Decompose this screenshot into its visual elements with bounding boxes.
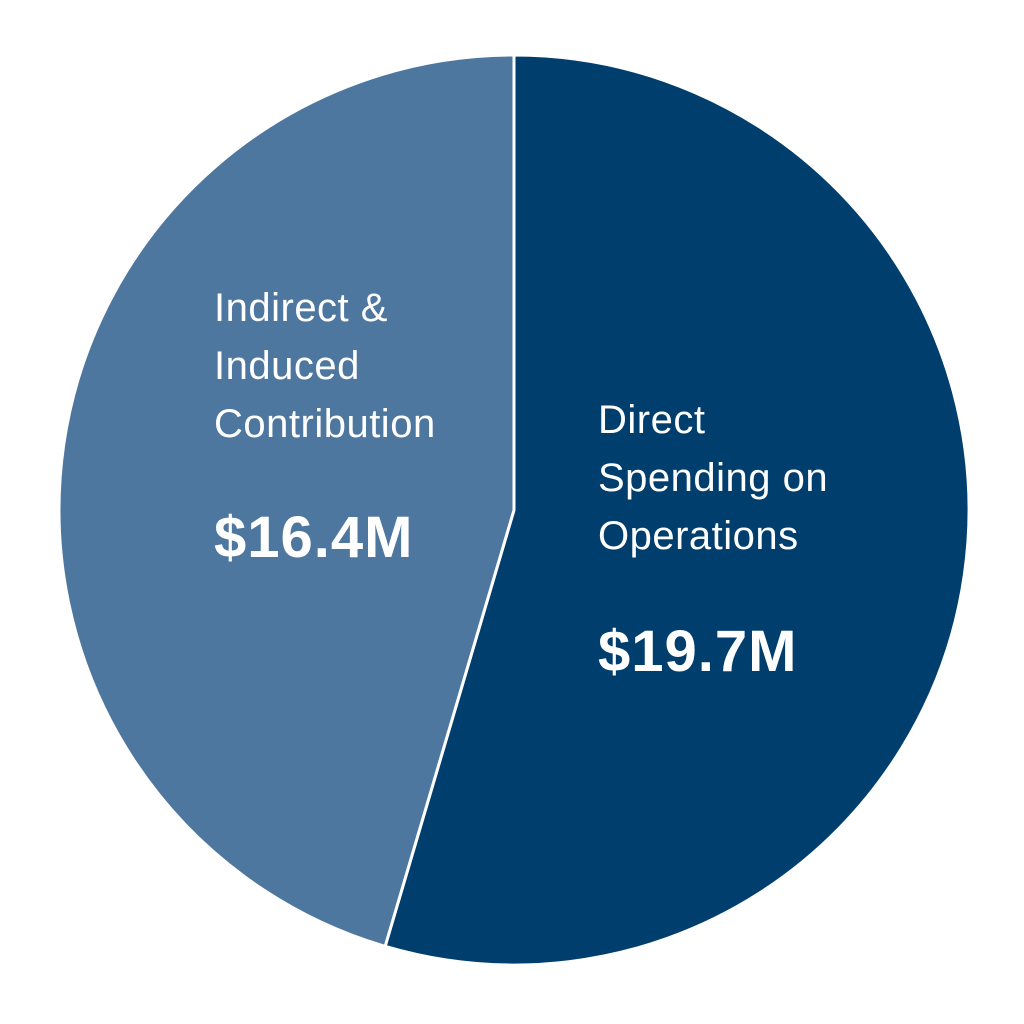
pie-slice (383, 53, 971, 967)
slice-value: $19.7M (598, 619, 798, 684)
pie-slice (57, 53, 516, 948)
slice-label: Indirect & Induced Contribution (214, 286, 436, 446)
slice-value: $16.4M (214, 505, 414, 570)
slice-label: Direct Spending on Operations (598, 398, 829, 558)
